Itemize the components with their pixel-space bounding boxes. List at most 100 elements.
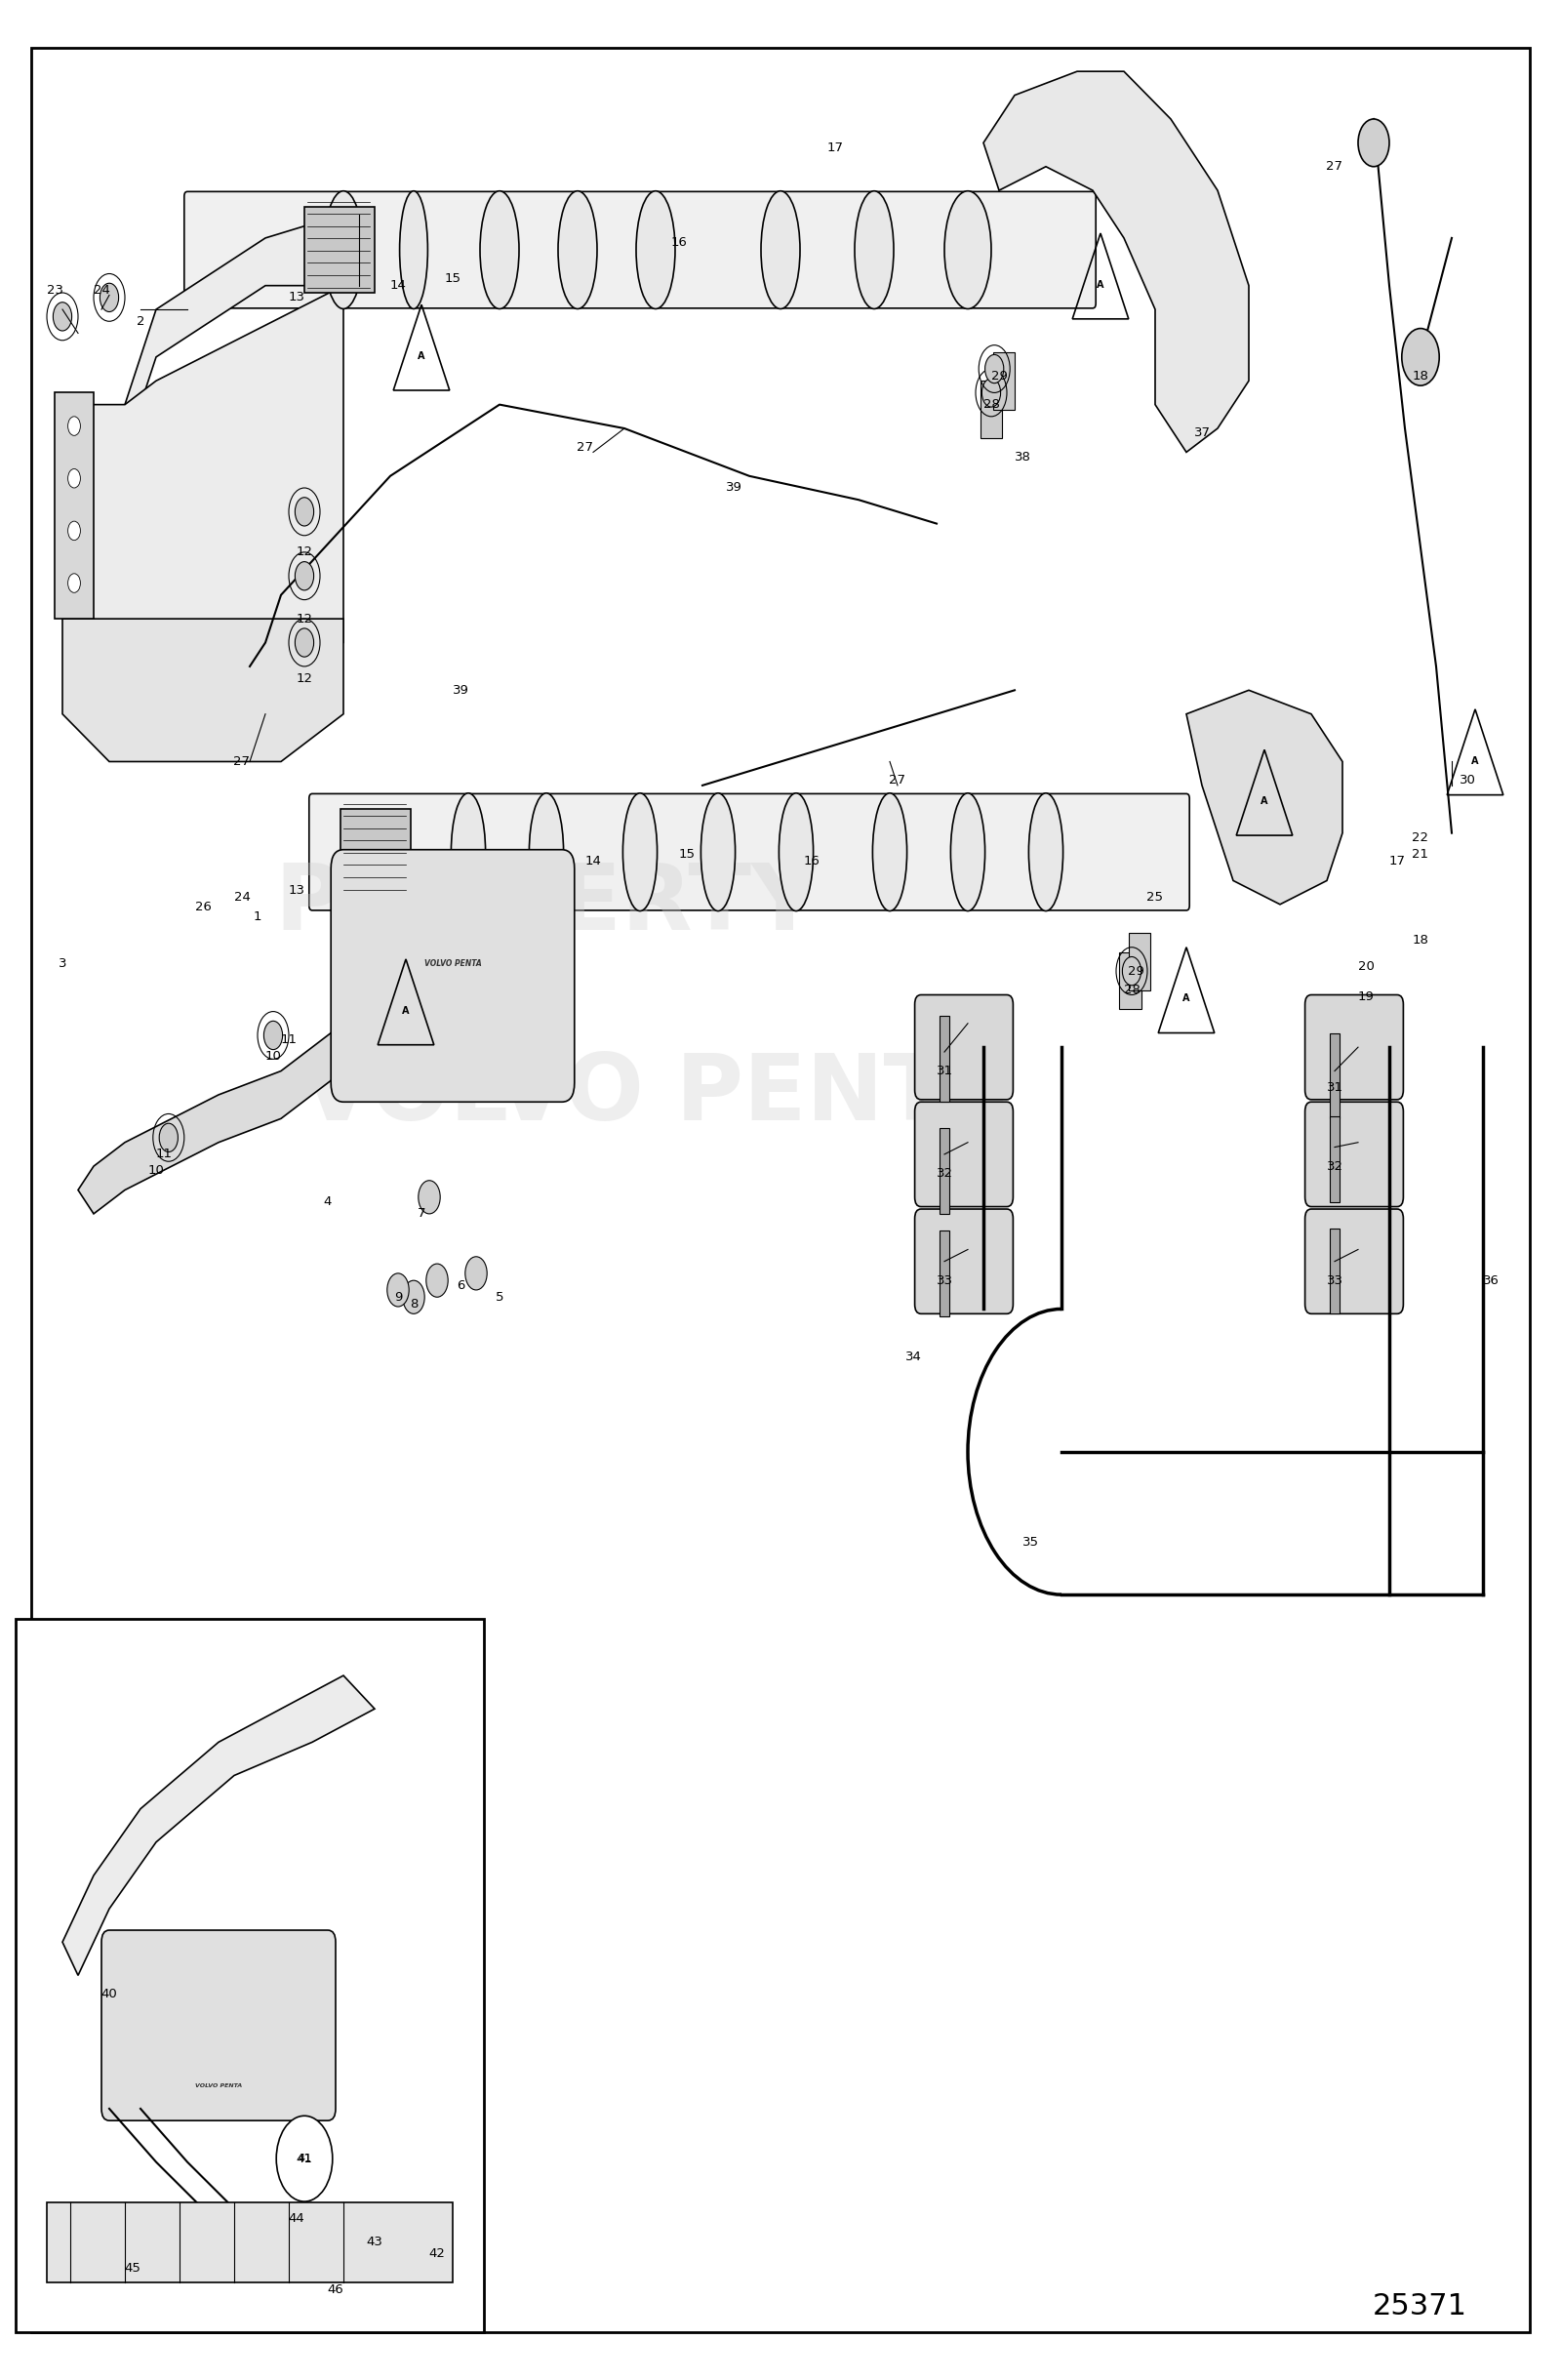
- Text: 33: 33: [1327, 1273, 1342, 1288]
- Bar: [980, 381, 1002, 438]
- Text: A: A: [1261, 797, 1268, 807]
- Polygon shape: [62, 1676, 375, 1975]
- Ellipse shape: [559, 190, 596, 309]
- Text: 11: 11: [156, 1147, 172, 1161]
- Text: 20: 20: [1358, 959, 1374, 973]
- Circle shape: [1402, 328, 1439, 386]
- FancyBboxPatch shape: [1305, 1102, 1403, 1207]
- Bar: [1330, 1116, 1339, 1202]
- Text: 12: 12: [297, 671, 312, 685]
- Ellipse shape: [451, 793, 485, 912]
- Circle shape: [295, 628, 314, 657]
- Text: 28: 28: [1124, 983, 1140, 997]
- Text: 41: 41: [297, 2152, 312, 2166]
- Text: 30: 30: [1460, 774, 1475, 788]
- Text: 39: 39: [453, 683, 468, 697]
- Text: 19: 19: [1358, 990, 1374, 1004]
- Text: 5: 5: [495, 1290, 504, 1304]
- Text: 42: 42: [429, 2247, 445, 2261]
- Text: 13: 13: [289, 883, 304, 897]
- Bar: [304, 207, 375, 293]
- Text: 27: 27: [890, 774, 905, 788]
- FancyBboxPatch shape: [184, 190, 1096, 309]
- Ellipse shape: [1029, 793, 1063, 912]
- Bar: [940, 1016, 949, 1102]
- FancyBboxPatch shape: [331, 850, 574, 1102]
- Circle shape: [418, 1180, 440, 1214]
- Circle shape: [295, 497, 314, 526]
- FancyBboxPatch shape: [101, 1930, 336, 2121]
- Text: 25371: 25371: [1372, 2292, 1467, 2320]
- Polygon shape: [62, 214, 343, 476]
- Text: 41: 41: [298, 2154, 311, 2163]
- Text: 45: 45: [125, 2261, 140, 2275]
- Circle shape: [264, 1021, 283, 1050]
- Text: 9: 9: [393, 1290, 403, 1304]
- Circle shape: [295, 562, 314, 590]
- Polygon shape: [62, 286, 343, 690]
- Ellipse shape: [481, 190, 518, 309]
- Bar: [55, 393, 94, 619]
- Text: 16: 16: [804, 854, 820, 869]
- Text: 14: 14: [585, 854, 601, 869]
- Text: 8: 8: [409, 1297, 418, 1311]
- Text: 37: 37: [1194, 426, 1210, 440]
- Ellipse shape: [762, 190, 799, 309]
- Text: 44: 44: [289, 2211, 304, 2225]
- Ellipse shape: [873, 793, 907, 912]
- Bar: [1330, 1228, 1339, 1314]
- Text: 2: 2: [136, 314, 145, 328]
- Bar: [1129, 933, 1150, 990]
- Text: A: A: [1183, 995, 1189, 1004]
- Text: 36: 36: [1483, 1273, 1499, 1288]
- Circle shape: [53, 302, 72, 331]
- Text: 35: 35: [1022, 1535, 1038, 1549]
- Bar: [993, 352, 1015, 409]
- FancyBboxPatch shape: [1305, 1209, 1403, 1314]
- Text: 14: 14: [390, 278, 406, 293]
- Text: 23: 23: [47, 283, 62, 298]
- Text: 15: 15: [679, 847, 695, 862]
- Bar: [1119, 952, 1141, 1009]
- FancyBboxPatch shape: [915, 995, 1013, 1100]
- Text: 32: 32: [1327, 1159, 1342, 1173]
- Text: A: A: [1472, 757, 1478, 766]
- Text: A: A: [403, 1007, 409, 1016]
- Circle shape: [1358, 119, 1389, 167]
- Text: 10: 10: [148, 1164, 164, 1178]
- Text: PROPERTY: PROPERTY: [275, 859, 818, 950]
- Ellipse shape: [325, 190, 362, 309]
- Circle shape: [69, 521, 81, 540]
- Bar: [1330, 1033, 1339, 1119]
- Text: 31: 31: [937, 1064, 952, 1078]
- Text: 29: 29: [1129, 964, 1144, 978]
- Circle shape: [276, 2116, 332, 2202]
- Circle shape: [69, 416, 81, 436]
- Polygon shape: [983, 71, 1249, 452]
- Circle shape: [1122, 957, 1141, 985]
- Ellipse shape: [855, 190, 894, 309]
- Circle shape: [69, 574, 81, 593]
- Text: 40: 40: [101, 1987, 117, 2002]
- Text: 43: 43: [367, 2235, 382, 2249]
- Bar: [47, 2202, 453, 2282]
- FancyBboxPatch shape: [1305, 995, 1403, 1100]
- Text: 27: 27: [234, 754, 250, 769]
- Text: 1: 1: [253, 909, 262, 923]
- Text: A: A: [1097, 281, 1104, 290]
- Text: 12: 12: [297, 612, 312, 626]
- Text: 39: 39: [726, 481, 741, 495]
- Text: 26: 26: [195, 900, 211, 914]
- Ellipse shape: [779, 793, 813, 912]
- Text: 4: 4: [323, 1195, 332, 1209]
- Ellipse shape: [944, 190, 991, 309]
- Text: 25: 25: [1147, 890, 1163, 904]
- Text: 21: 21: [1413, 847, 1428, 862]
- Bar: [16, 1618, 484, 2332]
- FancyBboxPatch shape: [309, 795, 1189, 909]
- Ellipse shape: [951, 793, 985, 912]
- Ellipse shape: [623, 793, 657, 912]
- Bar: [940, 1128, 949, 1214]
- Text: 33: 33: [937, 1273, 952, 1288]
- Text: 29: 29: [991, 369, 1007, 383]
